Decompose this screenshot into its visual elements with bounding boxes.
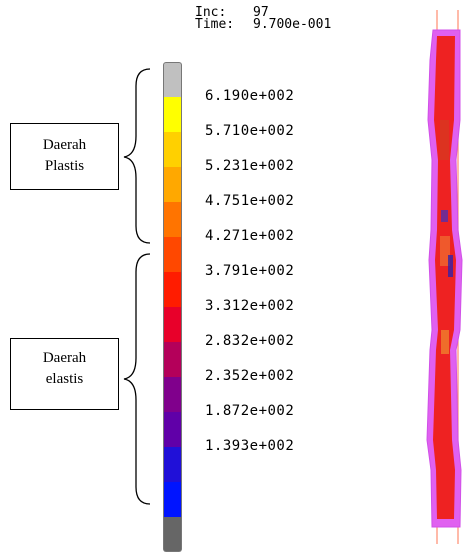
plastic-region-brace — [123, 68, 151, 244]
legend-tick-label: 6.190e+002 — [205, 88, 295, 104]
legend-swatch — [163, 272, 182, 307]
specimen-hotspot — [448, 255, 453, 277]
legend-tick-label: 3.312e+002 — [205, 298, 295, 314]
plastic-region-label: Daerah Plastis — [10, 123, 119, 190]
increment-time-readout: Inc: 97 Time: 9.700e-001 — [195, 5, 332, 32]
legend-swatch — [163, 202, 182, 237]
elastic-region-label: Daerah elastis — [10, 338, 119, 410]
plastic-region-label-line2: Plastis — [44, 158, 85, 174]
legend-tick-label: 3.791e+002 — [205, 263, 295, 279]
legend-swatch — [163, 342, 182, 377]
legend-swatch — [163, 377, 182, 412]
legend-swatch — [163, 62, 182, 97]
legend-swatch — [163, 132, 182, 167]
legend-swatch — [163, 412, 182, 447]
deformed-specimen — [426, 10, 463, 544]
legend-tick-label: 1.393e+002 — [205, 438, 295, 454]
time-value: 9.700e-001 — [253, 17, 332, 32]
elastic-region-label-line2: elastis — [45, 371, 84, 387]
specimen-hotspot — [441, 330, 449, 354]
legend-tick-label: 4.751e+002 — [205, 193, 295, 209]
legend-tick-label: 1.872e+002 — [205, 403, 295, 419]
legend-swatch — [163, 167, 182, 202]
specimen-hotspot — [440, 236, 450, 266]
specimen-hotspot — [441, 210, 448, 222]
elastic-region-label-line1: Daerah — [42, 350, 87, 366]
legend-swatch — [163, 447, 182, 482]
legend-swatch — [163, 307, 182, 342]
plastic-region-label-line1: Daerah — [42, 137, 87, 153]
legend-tick-label: 5.710e+002 — [205, 123, 295, 139]
legend-swatch — [163, 237, 182, 272]
specimen-stress-field — [433, 36, 456, 519]
legend-tick-label: 5.231e+002 — [205, 158, 295, 174]
legend-tick-label: 4.271e+002 — [205, 228, 295, 244]
time-label: Time: — [195, 17, 235, 32]
inc-label: Inc: — [195, 5, 227, 20]
specimen-hotspot — [440, 120, 449, 160]
legend-swatch — [163, 482, 182, 517]
legend-swatch — [163, 97, 182, 132]
inc-value: 97 — [253, 5, 269, 20]
legend-tick-label: 2.832e+002 — [205, 333, 295, 349]
color-legend-bar — [163, 62, 182, 552]
elastic-region-brace — [123, 253, 151, 505]
legend-tick-label: 2.352e+002 — [205, 368, 295, 384]
